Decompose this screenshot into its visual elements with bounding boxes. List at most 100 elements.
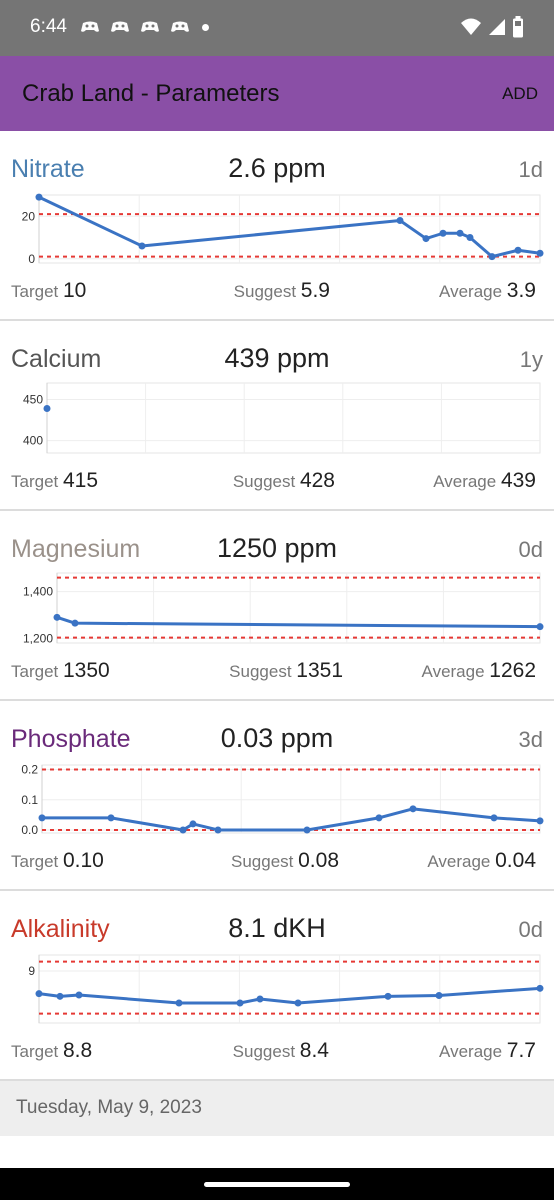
suggest-label: Suggest <box>232 1042 296 1061</box>
data-point <box>107 814 115 822</box>
target-value: 415 <box>62 469 99 492</box>
target-stat: Target 10 <box>11 279 86 303</box>
app-bar: Crab Land - Parameters ADD <box>0 56 554 131</box>
data-point <box>189 820 197 828</box>
target-value: 0.10 <box>62 849 104 872</box>
parameter-value: 2.6 ppm <box>228 153 326 183</box>
chart-frame <box>56 572 541 644</box>
parameter-value: 0.03 ppm <box>220 723 334 753</box>
average-label: Average <box>433 472 497 491</box>
parameter-card-phosphate[interactable]: Phosphate 0.03 ppm 3d 0.2 0.1 0.0 Target 0… <box>0 701 554 891</box>
y-tick-label: 400 <box>23 434 43 448</box>
suggest-stat: Suggest 5.9 <box>234 279 330 303</box>
average-value: 439 <box>500 469 536 492</box>
system-icons <box>460 14 524 40</box>
date-section-header: Tuesday, May 9, 2023 <box>0 1081 554 1136</box>
target-label: Target <box>11 1042 59 1061</box>
alkalinity-chart: 9 <box>28 954 544 1024</box>
data-point <box>536 623 544 631</box>
parameter-list[interactable]: Nitrate 2.6 ppm 1d 20 0 Target 10 Suggest… <box>0 131 554 1168</box>
parameter-stats: Target 8.8 Suggest 8.4 Average 7.7 <box>0 1039 554 1069</box>
target-stat: Target 8.8 <box>11 1039 92 1063</box>
data-point <box>294 999 302 1007</box>
suggest-stat: Suggest 1351 <box>229 659 343 683</box>
suggest-stat: Suggest 428 <box>233 469 335 493</box>
data-point <box>43 405 51 413</box>
average-label: Average <box>421 662 485 681</box>
chart-frame <box>46 382 541 454</box>
parameter-card-nitrate[interactable]: Nitrate 2.6 ppm 1d 20 0 Target 10 Suggest… <box>0 131 554 321</box>
target-stat: Target 1350 <box>11 659 110 683</box>
status-time: 6:44 <box>30 16 67 37</box>
status-bar: 6:44 <box>0 0 554 56</box>
parameter-card-alkalinity[interactable]: Alkalinity 8.1 dKH 0d 9 Target 8.8 Sugge… <box>0 891 554 1081</box>
parameter-name: Phosphate <box>11 725 131 753</box>
average-value: 1262 <box>489 659 536 682</box>
data-point <box>466 234 474 241</box>
average-label: Average <box>439 282 503 301</box>
suggest-value: 8.4 <box>299 1039 329 1062</box>
data-point <box>456 229 464 237</box>
data-point <box>56 992 64 1000</box>
average-stat: Average 7.7 <box>439 1039 536 1063</box>
y-tick-label: 0.2 <box>21 763 38 777</box>
target-stat: Target 0.10 <box>11 849 104 873</box>
data-point <box>409 805 417 813</box>
average-stat: Average 1262 <box>422 659 536 683</box>
data-point <box>439 229 447 237</box>
data-point <box>38 814 46 822</box>
parameter-name: Alkalinity <box>11 915 110 943</box>
average-stat: Average 3.9 <box>439 279 536 303</box>
data-point <box>303 826 311 834</box>
target-value: 10 <box>62 279 87 302</box>
data-point <box>256 995 264 1003</box>
magnesium-chart: 1,400 1,200 <box>23 572 544 645</box>
battery-icon <box>513 16 523 38</box>
parameter-card-magnesium[interactable]: Magnesium 1250 ppm 0d 1,400 1,200 Target … <box>0 511 554 701</box>
data-point <box>514 246 522 254</box>
target-label: Target <box>11 282 59 301</box>
y-tick-label: 1,200 <box>23 631 53 645</box>
game-controller-icon <box>81 21 99 32</box>
y-tick-label: 1,400 <box>23 585 53 599</box>
parameter-period: 0d <box>518 917 543 942</box>
y-tick-label: 0.1 <box>21 793 38 807</box>
data-point <box>214 826 222 834</box>
parameter-card-calcium[interactable]: Calcium 439 ppm 1y 450 400 Target 415 Sug… <box>0 321 554 511</box>
parameter-period: 0d <box>518 537 543 562</box>
series-line <box>42 807 541 832</box>
date-header-text: Tuesday, May 9, 2023 <box>16 1097 202 1118</box>
data-point <box>53 613 61 621</box>
average-value: 7.7 <box>506 1039 536 1062</box>
average-stat: Average 0.04 <box>427 849 536 873</box>
signal-icon <box>489 19 505 35</box>
data-point <box>236 999 244 1007</box>
data-point <box>422 235 430 243</box>
series-line <box>38 195 541 259</box>
suggest-value: 1351 <box>296 659 343 682</box>
parameter-stats: Target 415 Suggest 428 Average 439 <box>0 469 554 499</box>
game-controller-icon <box>141 21 159 32</box>
game-controller-icon <box>171 21 189 32</box>
data-point <box>536 249 544 257</box>
y-tick-label: 20 <box>22 209 36 223</box>
parameter-period: 1y <box>519 347 543 372</box>
data-point <box>536 817 544 825</box>
parameter-value: 439 ppm <box>224 343 330 373</box>
average-value: 3.9 <box>506 279 536 302</box>
parameter-name: Nitrate <box>11 155 85 183</box>
y-tick-label: 0 <box>28 252 35 266</box>
add-button[interactable]: ADD <box>502 84 538 103</box>
parameter-name: Calcium <box>11 345 102 373</box>
suggest-stat: Suggest 0.08 <box>231 849 339 873</box>
wifi-icon <box>461 18 481 35</box>
target-value: 8.8 <box>62 1039 93 1062</box>
home-gesture-handle[interactable] <box>204 1182 350 1187</box>
data-point <box>488 253 496 261</box>
y-tick-label: 450 <box>23 392 43 406</box>
suggest-value: 0.08 <box>298 849 339 872</box>
nitrate-chart: 20 0 <box>22 193 544 266</box>
data-point <box>138 242 146 250</box>
y-tick-label: 0.0 <box>21 823 38 837</box>
series-line <box>38 986 541 1005</box>
